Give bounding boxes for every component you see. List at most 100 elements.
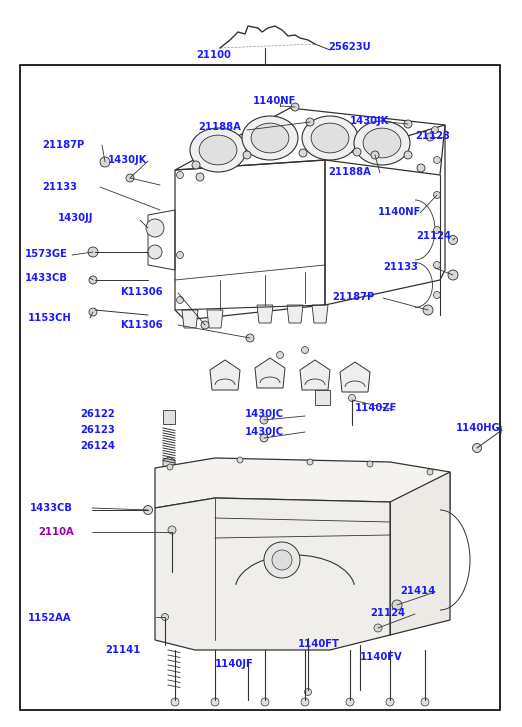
Circle shape [426, 133, 434, 141]
Polygon shape [255, 358, 285, 388]
Text: 21133: 21133 [42, 182, 77, 192]
Circle shape [432, 126, 438, 134]
Circle shape [89, 308, 97, 316]
Circle shape [176, 172, 184, 179]
Circle shape [417, 164, 425, 172]
Text: 1140ZF: 1140ZF [355, 403, 397, 413]
Circle shape [196, 173, 204, 181]
Polygon shape [155, 458, 450, 510]
Ellipse shape [242, 116, 298, 160]
Text: 21133: 21133 [383, 262, 418, 272]
Text: 1430JC: 1430JC [245, 409, 284, 419]
Text: 1430JK: 1430JK [350, 116, 389, 126]
Polygon shape [163, 457, 175, 470]
Polygon shape [340, 362, 370, 392]
Circle shape [277, 351, 283, 358]
Circle shape [301, 698, 309, 706]
Ellipse shape [199, 135, 237, 165]
Text: 1140FT: 1140FT [298, 639, 340, 649]
Text: 1433CB: 1433CB [30, 503, 73, 513]
Bar [20, 65, 500, 710]
Ellipse shape [190, 128, 246, 172]
Text: K11306: K11306 [120, 320, 163, 330]
Circle shape [260, 434, 268, 442]
Circle shape [126, 174, 134, 182]
Text: 21123: 21123 [415, 131, 450, 141]
Text: 1433CB: 1433CB [25, 273, 68, 283]
Circle shape [176, 297, 184, 303]
Text: 2110A: 2110A [38, 527, 74, 537]
Polygon shape [315, 390, 330, 405]
Text: 1430JK: 1430JK [108, 155, 147, 165]
Text: 26122: 26122 [80, 409, 115, 419]
Text: 1140NF: 1140NF [378, 207, 421, 217]
Circle shape [374, 624, 382, 632]
Polygon shape [312, 305, 328, 323]
Circle shape [237, 457, 243, 463]
Circle shape [211, 698, 219, 706]
Circle shape [423, 305, 433, 315]
Polygon shape [287, 305, 303, 323]
Ellipse shape [311, 123, 349, 153]
Text: 21187P: 21187P [332, 292, 374, 302]
Polygon shape [163, 410, 175, 424]
Text: 26124: 26124 [80, 441, 115, 451]
Circle shape [371, 151, 379, 159]
Circle shape [367, 461, 373, 467]
Circle shape [349, 395, 355, 401]
Polygon shape [182, 310, 198, 328]
Circle shape [472, 443, 481, 452]
Circle shape [448, 236, 457, 244]
Circle shape [243, 151, 251, 159]
Circle shape [144, 505, 152, 515]
Text: 1153CH: 1153CH [28, 313, 72, 323]
Text: 21188A: 21188A [198, 122, 241, 132]
Circle shape [299, 149, 307, 157]
Ellipse shape [251, 123, 289, 153]
Circle shape [307, 459, 313, 465]
Circle shape [89, 276, 97, 284]
Circle shape [302, 347, 309, 353]
Text: 21100: 21100 [196, 50, 231, 60]
Text: 1573GE: 1573GE [25, 249, 68, 259]
Circle shape [404, 120, 412, 128]
Circle shape [100, 157, 110, 167]
Circle shape [304, 688, 312, 696]
Text: 21141: 21141 [105, 645, 140, 655]
Circle shape [433, 156, 441, 164]
Circle shape [421, 698, 429, 706]
Text: 1140NF: 1140NF [253, 96, 296, 106]
Circle shape [176, 252, 184, 259]
Circle shape [246, 334, 254, 342]
Text: 21187P: 21187P [42, 140, 84, 150]
Circle shape [272, 550, 292, 570]
Circle shape [291, 103, 299, 111]
Text: 21124: 21124 [370, 608, 405, 618]
Polygon shape [300, 360, 330, 390]
Text: 25623U: 25623U [328, 42, 371, 52]
Text: 1430JJ: 1430JJ [58, 213, 93, 223]
Text: 1140HG: 1140HG [456, 423, 501, 433]
Text: K11306: K11306 [120, 287, 163, 297]
Text: 21188A: 21188A [328, 167, 371, 177]
Polygon shape [207, 310, 223, 328]
Polygon shape [390, 472, 450, 635]
Circle shape [146, 219, 164, 237]
Circle shape [201, 321, 209, 329]
Ellipse shape [363, 128, 401, 158]
Circle shape [404, 151, 412, 159]
Text: 21414: 21414 [400, 586, 435, 596]
Circle shape [353, 148, 361, 156]
Text: 1140JF: 1140JF [215, 659, 254, 669]
Circle shape [427, 469, 433, 475]
Circle shape [161, 614, 169, 621]
Polygon shape [210, 360, 240, 390]
Circle shape [264, 542, 300, 578]
Text: 26123: 26123 [80, 425, 115, 435]
Circle shape [167, 464, 173, 470]
Text: 1430JC: 1430JC [245, 427, 284, 437]
Circle shape [433, 227, 441, 233]
Circle shape [261, 698, 269, 706]
Circle shape [448, 270, 458, 280]
Circle shape [346, 698, 354, 706]
